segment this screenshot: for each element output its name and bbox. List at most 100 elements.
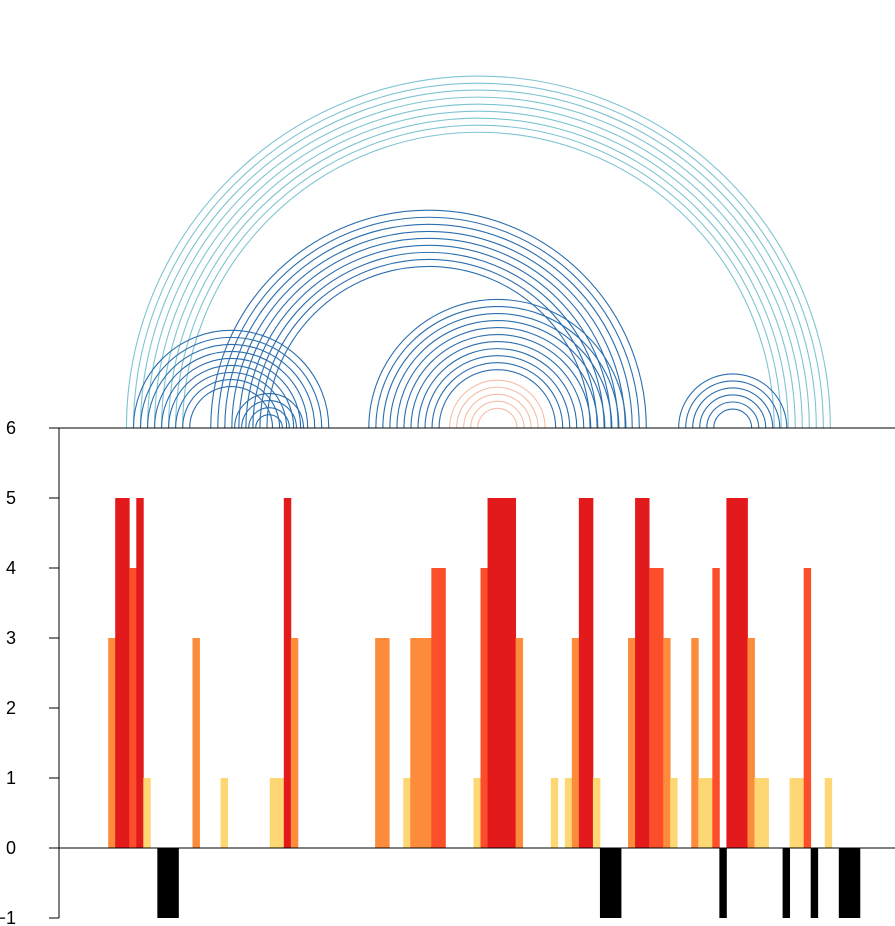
- y-tick-label-5: 1: [6, 768, 16, 788]
- bar-44: [663, 638, 671, 848]
- bar-50: [719, 848, 727, 918]
- bar-27: [501, 498, 510, 848]
- bar-20: [424, 638, 432, 848]
- bar-59: [796, 778, 805, 848]
- arc-5-4: [477, 407, 518, 429]
- bar-53: [740, 498, 748, 848]
- arc-1-3: [153, 351, 309, 429]
- bar-60: [803, 568, 812, 848]
- bar-49: [712, 568, 720, 848]
- arc-6-1: [685, 380, 781, 429]
- arc-2-0: [234, 393, 305, 429]
- y-tick-label-0: 6: [6, 418, 16, 438]
- arc-4-5: [403, 334, 592, 429]
- arc-2-3: [255, 414, 283, 429]
- bar-34: [585, 498, 594, 848]
- bar-41: [642, 498, 650, 848]
- bar-33: [578, 498, 587, 848]
- bar-36: [599, 848, 608, 918]
- bar-14: [290, 638, 299, 848]
- arc-1-2: [146, 343, 316, 429]
- bar-37: [606, 848, 615, 918]
- bar-6: [157, 848, 165, 918]
- arc-6-4: [706, 401, 760, 429]
- bar-43: [656, 568, 664, 848]
- bar-16: [382, 638, 390, 848]
- arc-4-2: [382, 313, 613, 429]
- bar-55: [754, 778, 762, 848]
- arc-6-0: [678, 373, 788, 429]
- bar-28: [508, 498, 517, 848]
- bar-47: [698, 778, 706, 848]
- bar-40: [635, 498, 643, 848]
- arc-2-2: [248, 407, 290, 429]
- bar-series: [108, 498, 861, 918]
- bar-29: [515, 638, 524, 848]
- bar-35: [592, 778, 601, 848]
- bar-24: [480, 568, 488, 848]
- arc-4-8: [424, 355, 571, 429]
- bar-21: [431, 568, 439, 848]
- arc-1-8: [189, 386, 274, 429]
- arc-0-4: [153, 103, 803, 429]
- arc-6-2: [692, 387, 774, 429]
- arc-0-8: [182, 131, 775, 429]
- arc-3-2: [224, 223, 633, 429]
- arc-0-0: [125, 75, 831, 429]
- bar-39: [628, 638, 636, 848]
- arc-4-3: [389, 319, 606, 429]
- arc-4-1: [375, 305, 620, 429]
- arc-0-2: [139, 89, 817, 429]
- bar-57: [782, 848, 791, 918]
- bar-63: [838, 848, 847, 918]
- bar-54: [747, 638, 755, 848]
- bar-4: [136, 498, 144, 848]
- arc-5-3: [470, 400, 525, 429]
- arc-diagram: [125, 75, 831, 429]
- bar-12: [276, 778, 285, 848]
- bar-45: [670, 778, 678, 848]
- arc-3-8: [266, 265, 591, 429]
- bar-9: [192, 638, 200, 848]
- arc-5-2: [463, 393, 532, 429]
- bar-62: [824, 778, 833, 848]
- arc-6-5: [713, 408, 753, 429]
- arc-4-4: [396, 327, 599, 429]
- arc-0-3: [146, 96, 810, 429]
- bar-31: [564, 778, 573, 848]
- arc-3-5: [245, 244, 612, 429]
- arc-3-3: [231, 230, 626, 429]
- bar-5: [143, 778, 151, 848]
- bar-61: [810, 848, 819, 918]
- bar-30: [550, 778, 559, 848]
- y-axis: 6 5 4 3 2 1 0 −1: [0, 418, 895, 926]
- arc-4-0: [368, 298, 627, 429]
- arc-5-1: [456, 386, 539, 429]
- bar-2: [122, 498, 130, 848]
- arc-0-1: [132, 82, 824, 429]
- bar-10: [220, 778, 229, 848]
- y-tick-label-6: 0: [6, 838, 16, 858]
- bar-22: [438, 568, 446, 848]
- bar-65: [852, 848, 861, 918]
- y-tick-label-7: −1: [0, 908, 16, 926]
- y-tick-label-3: 3: [6, 628, 16, 648]
- bar-56: [761, 778, 769, 848]
- arc-0-7: [175, 124, 782, 429]
- arc-3-1: [217, 216, 640, 429]
- bar-38: [613, 848, 622, 918]
- bar-19: [417, 638, 425, 848]
- bar-8: [171, 848, 179, 918]
- arc-1-0: [132, 329, 330, 429]
- arc-3-6: [252, 251, 605, 429]
- bar-0: [108, 638, 116, 848]
- bar-11: [269, 778, 278, 848]
- arc-1-4: [161, 358, 302, 429]
- bar-18: [410, 638, 418, 848]
- bar-32: [571, 638, 580, 848]
- arc-4-9: [431, 362, 564, 429]
- bar-48: [705, 778, 713, 848]
- bar-51: [726, 498, 734, 848]
- arc-1-1: [139, 336, 323, 429]
